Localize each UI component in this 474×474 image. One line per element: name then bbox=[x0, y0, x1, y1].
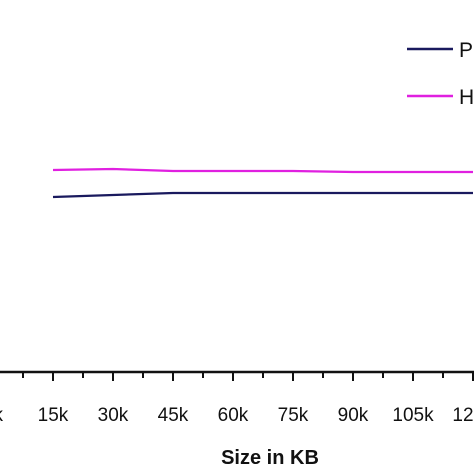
x-axis-tick-labels: 0k 15k 30k 45k 60k 75k 90k 105k 120k bbox=[0, 405, 474, 426]
series-lines bbox=[52, 167, 473, 199]
x-tick-label: 0k bbox=[0, 405, 4, 426]
x-axis-title: Size in KB bbox=[221, 447, 319, 469]
x-tick-label: 15k bbox=[38, 405, 69, 426]
x-tick-label: 105k bbox=[392, 405, 434, 426]
x-tick-label: 90k bbox=[338, 405, 369, 426]
x-tick-label: 30k bbox=[98, 405, 129, 426]
x-tick-label: 75k bbox=[278, 405, 309, 426]
series-line-h bbox=[52, 167, 473, 174]
x-tick-label: 60k bbox=[218, 405, 249, 426]
x-tick-label: 120k bbox=[452, 405, 474, 426]
x-axis-ticks bbox=[22, 372, 474, 381]
legend-label: P bbox=[459, 39, 473, 62]
series-line-p bbox=[52, 191, 473, 199]
legend-label: H bbox=[459, 86, 474, 109]
x-tick-label: 45k bbox=[158, 405, 189, 426]
legend: PH bbox=[407, 39, 474, 109]
